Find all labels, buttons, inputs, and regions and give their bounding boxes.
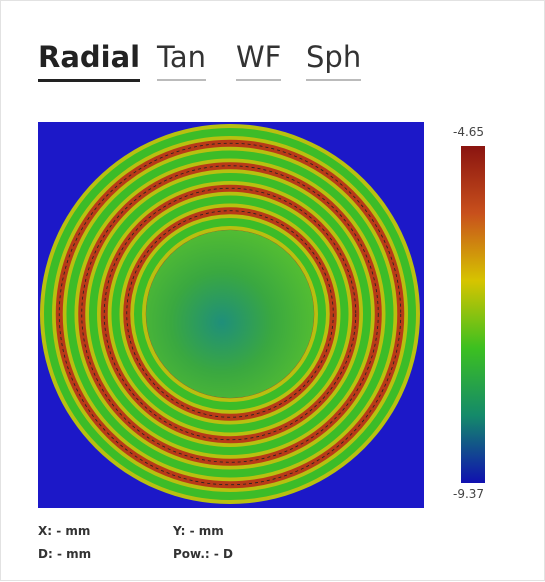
tab[interactable]: Radial — [38, 39, 141, 82]
map-ring — [103, 187, 357, 441]
map-ring — [66, 150, 394, 478]
readout: D: - mm — [38, 547, 92, 561]
colorbar — [461, 146, 485, 483]
map-ring — [89, 173, 371, 455]
tab[interactable]: Sph — [306, 39, 362, 81]
readout: Pow.: - D — [173, 547, 234, 561]
map-ring — [134, 218, 326, 410]
map-ring — [126, 210, 334, 418]
readout: X: - mm — [38, 524, 91, 538]
map-ring — [58, 142, 402, 486]
readout: Y: - mm — [173, 524, 224, 538]
map-ring — [44, 128, 416, 500]
colorbar-min: -9.37 — [453, 487, 485, 501]
map-core — [146, 230, 314, 398]
map-ring — [81, 165, 379, 463]
tab[interactable]: WF — [236, 39, 282, 81]
colorbar-max: -4.65 — [453, 125, 485, 139]
map-ring — [111, 195, 349, 433]
tab[interactable]: Tan — [157, 39, 207, 81]
